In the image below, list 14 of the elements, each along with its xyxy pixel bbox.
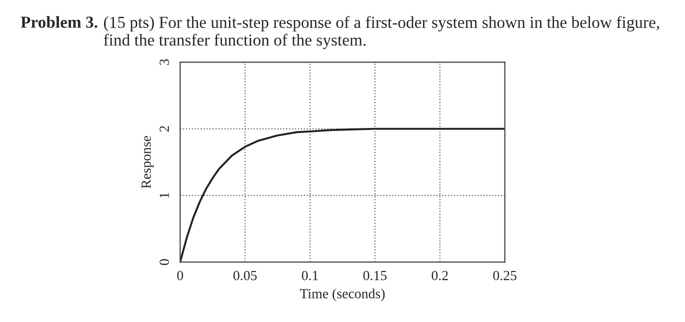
- x-axis-title: Time (seconds): [300, 288, 385, 302]
- x-tick-label: 0: [177, 270, 184, 280]
- x-tick-label: 0.05: [233, 270, 257, 280]
- y-axis-title: Response: [142, 136, 154, 188]
- y-tick-label: 0: [160, 259, 169, 266]
- chart-title: Problem 3.: [20, 16, 98, 28]
- x-tick-label: 0.2: [432, 270, 448, 280]
- y-tick-label: 3: [160, 59, 169, 65]
- x-tick-label: 0.1: [302, 270, 318, 280]
- x-tick-label: 0.15: [363, 270, 387, 280]
- x-tick-label: 0.25: [493, 270, 516, 280]
- y-tick-label: 2: [160, 126, 169, 132]
- chart-subtitle: (15 pts) For the unit-step response of a first-oder system shown in the below figure, find the transfer function of the system.: [104, 16, 660, 50]
- y-tick-label: 1: [160, 192, 169, 198]
